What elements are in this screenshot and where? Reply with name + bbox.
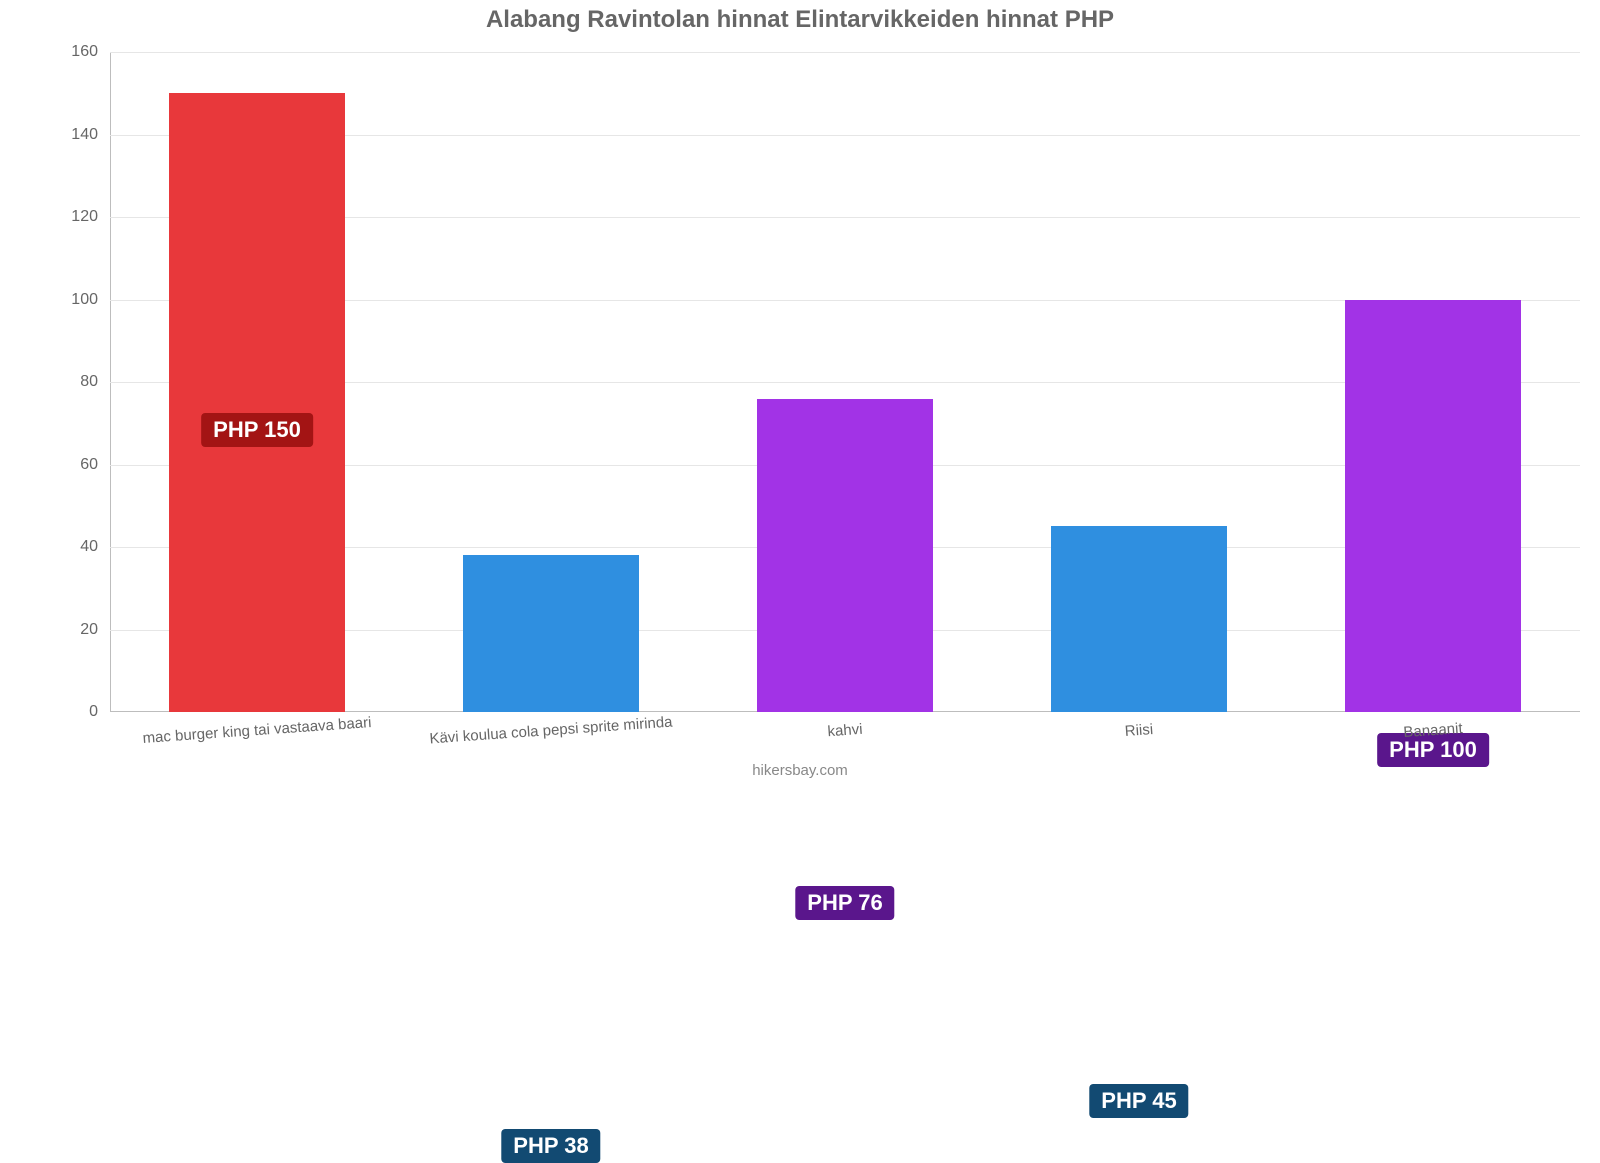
y-tick-label: 80 [58, 373, 98, 391]
bar: PHP 38 [463, 555, 639, 712]
bar-value-label: PHP 38 [501, 1129, 600, 1163]
x-tick-label: Riisi [1124, 721, 1153, 740]
x-tick-label: kahvi [827, 721, 863, 740]
bar: PHP 150 [169, 93, 345, 712]
chart-title: Alabang Ravintolan hinnat Elintarvikkeid… [0, 0, 1600, 34]
y-tick-label: 20 [58, 621, 98, 639]
y-tick-label: 140 [58, 126, 98, 144]
bar-chart: Alabang Ravintolan hinnat Elintarvikkeid… [0, 0, 1600, 800]
bar: PHP 45 [1051, 526, 1227, 712]
bar: PHP 100 [1345, 300, 1521, 713]
bar-value-label: PHP 150 [201, 413, 313, 447]
plot-area: 020406080100120140160PHP 150PHP 38PHP 76… [110, 52, 1580, 712]
y-tick-label: 160 [58, 43, 98, 61]
y-tick-label: 40 [58, 538, 98, 556]
x-tick-label: Banaanit [1403, 720, 1463, 741]
credit-text: hikersbay.com [752, 762, 848, 779]
y-tick-label: 120 [58, 208, 98, 226]
x-tick-label: mac burger king tai vastaava baari [142, 714, 372, 747]
gridline [110, 52, 1580, 53]
y-tick-label: 0 [58, 703, 98, 721]
bar-value-label: PHP 76 [795, 886, 894, 920]
y-tick-label: 100 [58, 291, 98, 309]
bar-value-label: PHP 45 [1089, 1084, 1188, 1118]
x-axis-labels: mac burger king tai vastaava baariKävi k… [110, 722, 1580, 762]
bar: PHP 76 [757, 399, 933, 713]
x-tick-label: Kävi koulua cola pepsi sprite mirinda [429, 714, 673, 748]
y-tick-label: 60 [58, 456, 98, 474]
